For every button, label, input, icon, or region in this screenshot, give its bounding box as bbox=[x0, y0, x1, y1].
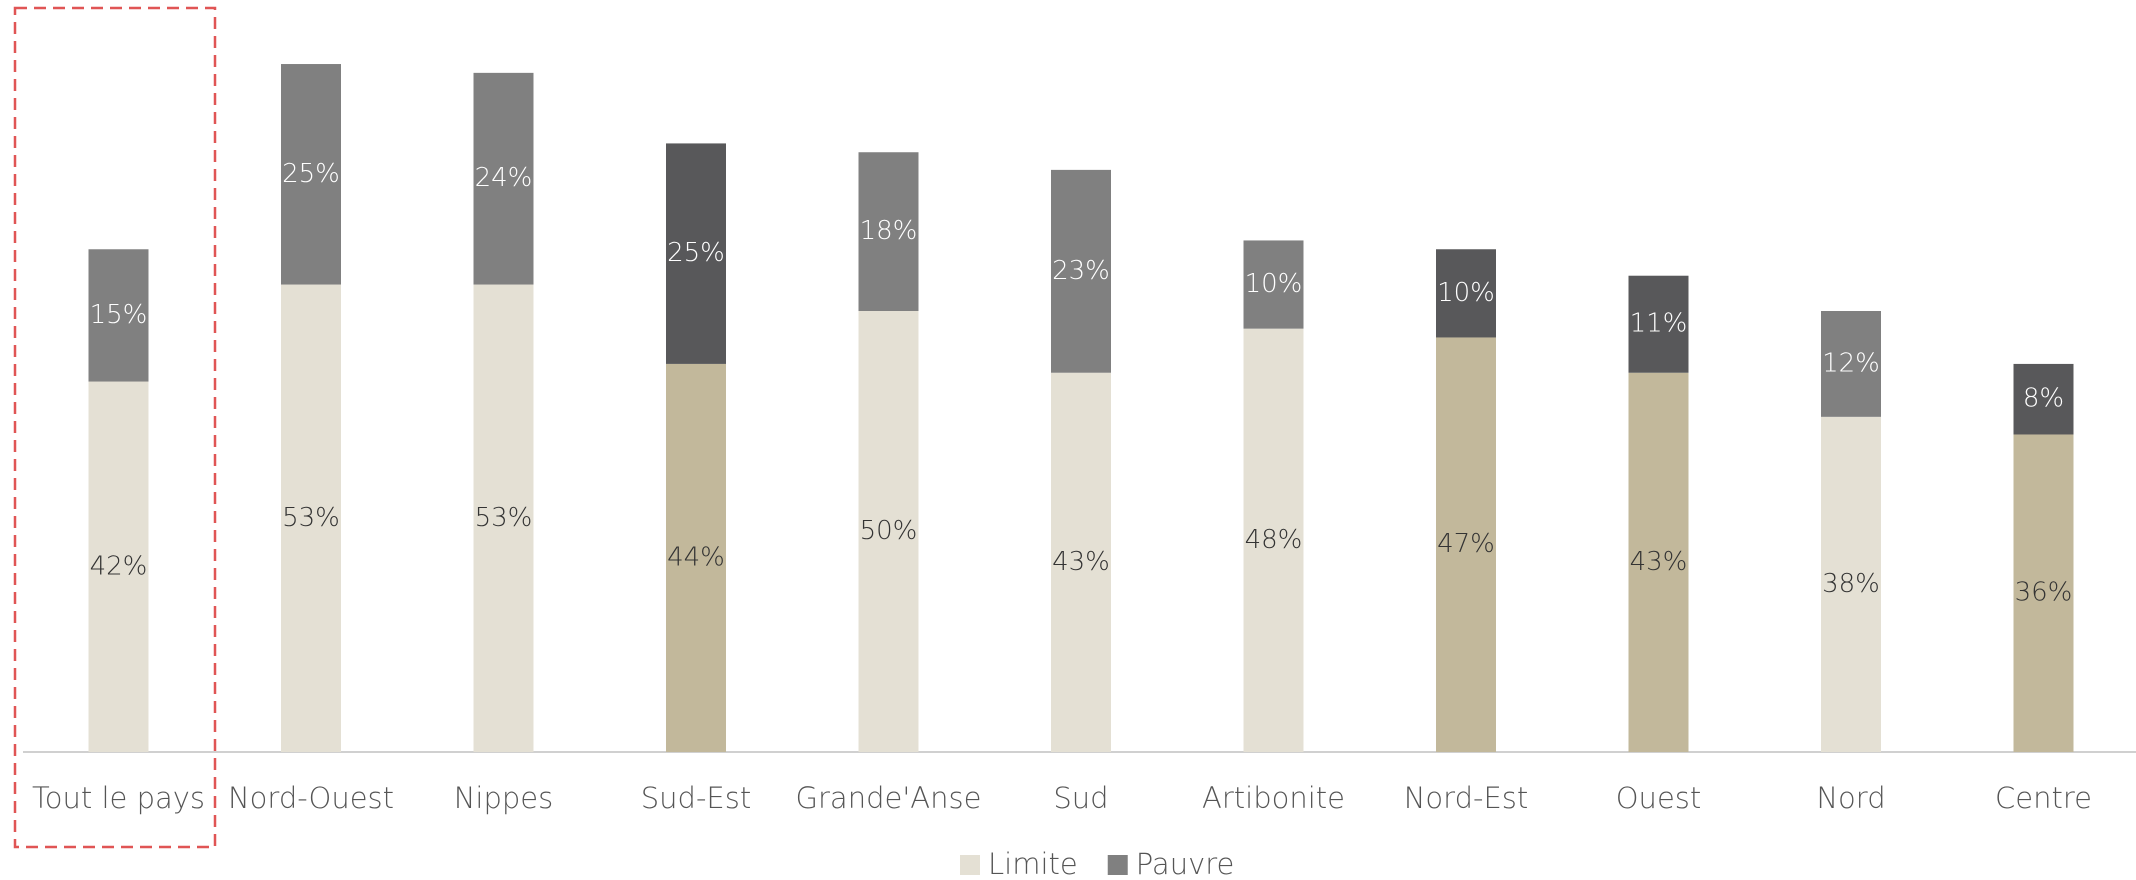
x-tick-label: Tout le pays bbox=[32, 781, 205, 815]
data-label: 15% bbox=[90, 300, 148, 330]
data-label: 10% bbox=[1437, 278, 1495, 308]
bar-segment bbox=[1243, 328, 1304, 752]
data-label: 43% bbox=[1052, 547, 1110, 577]
x-tick-label: Nord bbox=[1816, 781, 1885, 815]
bar-segment bbox=[1436, 249, 1496, 338]
bar-segment bbox=[666, 363, 726, 752]
bar-segment bbox=[1821, 416, 1881, 752]
data-label: 44% bbox=[667, 542, 725, 572]
data-label: 48% bbox=[1245, 525, 1303, 555]
legend-swatch bbox=[1107, 855, 1128, 875]
data-label: 50% bbox=[860, 516, 918, 546]
data-label: 43% bbox=[1630, 547, 1688, 577]
data-label: 18% bbox=[860, 216, 918, 246]
bar-segment bbox=[473, 284, 534, 752]
data-label: 53% bbox=[475, 503, 533, 533]
bar-segment bbox=[281, 64, 341, 285]
bar-segment bbox=[1051, 372, 1111, 752]
data-label: 36% bbox=[2015, 578, 2073, 608]
x-tick-label: Sud bbox=[1053, 781, 1108, 815]
data-label: 25% bbox=[667, 238, 725, 268]
legend-label: Pauvre bbox=[1136, 847, 1235, 880]
bar-segment bbox=[1243, 240, 1304, 329]
data-label: 24% bbox=[475, 163, 533, 193]
bar-segment bbox=[1436, 337, 1496, 752]
bar-segment bbox=[473, 72, 534, 285]
legend-label: Limite bbox=[988, 847, 1078, 880]
data-label: 38% bbox=[1822, 569, 1880, 599]
x-tick-label: Sud-Est bbox=[641, 781, 751, 815]
bar-segment bbox=[1821, 311, 1881, 417]
data-label: 10% bbox=[1245, 269, 1303, 299]
bar-segment bbox=[858, 152, 919, 311]
x-tick-label: Nord-Est bbox=[1404, 781, 1529, 815]
bar-segment bbox=[281, 284, 341, 752]
x-tick-label: Artibonite bbox=[1202, 781, 1345, 815]
x-tick-label: Nord-Ouest bbox=[228, 781, 394, 815]
x-tick-label: Grande'Anse bbox=[796, 781, 982, 815]
bar-segment bbox=[1628, 275, 1689, 373]
legend-swatch bbox=[960, 855, 980, 875]
highlight-box bbox=[13, 6, 217, 849]
data-label: 12% bbox=[1822, 348, 1880, 378]
data-label: 42% bbox=[90, 551, 148, 581]
bar-segment bbox=[88, 381, 149, 752]
bar-segment bbox=[666, 143, 726, 364]
bar-segment bbox=[858, 311, 919, 752]
data-label: 47% bbox=[1437, 529, 1495, 559]
bar-segment bbox=[1051, 169, 1111, 373]
data-label: 53% bbox=[282, 503, 340, 533]
data-label: 25% bbox=[282, 159, 340, 189]
bar-segment bbox=[2013, 363, 2074, 435]
bar-segment bbox=[1628, 372, 1689, 752]
bar-segment bbox=[2013, 434, 2074, 752]
x-tick-label: Ouest bbox=[1616, 781, 1702, 815]
data-label: 11% bbox=[1630, 309, 1688, 339]
x-tick-label: Nippes bbox=[454, 781, 554, 815]
bar-segment bbox=[88, 249, 149, 382]
x-tick-label: Centre bbox=[1995, 781, 2092, 815]
data-label: 8% bbox=[2023, 384, 2064, 414]
data-label: 23% bbox=[1052, 256, 1110, 286]
